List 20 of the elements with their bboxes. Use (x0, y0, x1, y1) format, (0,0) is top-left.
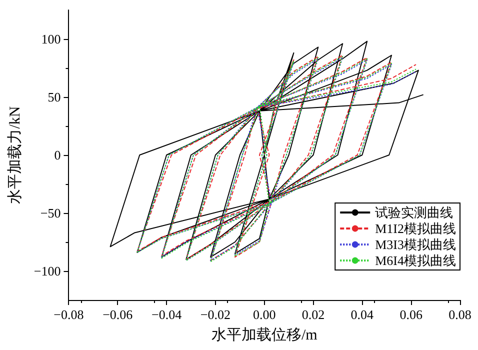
x-tick-label: 0.02 (302, 307, 325, 322)
legend-label: M6I4模拟曲线 (375, 253, 456, 268)
x-tick-label: −0.04 (152, 307, 182, 322)
x-tick-label: 0.06 (400, 307, 423, 322)
legend-label: M1I2模拟曲线 (375, 221, 456, 236)
y-tick-label: 100 (41, 32, 61, 46)
x-tick-label: −0.08 (54, 307, 84, 322)
x-tick-label: −0.02 (200, 307, 231, 322)
y-tick-label: −50 (40, 206, 61, 220)
x-axis-title: 水平加载位移/m (211, 326, 318, 344)
y-tick-label: −100 (34, 264, 61, 278)
legend-label: 试验实测曲线 (375, 205, 454, 220)
y-tick-label: 0 (54, 148, 61, 162)
x-tick-label: 0.08 (448, 307, 472, 322)
y-axis-title: 水平加载力/kN (6, 106, 24, 204)
y-tick-label: 50 (48, 90, 61, 104)
x-tick-label: −0.06 (102, 307, 134, 322)
x-tick-label: 0.00 (252, 307, 276, 322)
x-tick-label: 0.04 (350, 307, 374, 322)
legend-label: M3I3模拟曲线 (375, 237, 456, 252)
